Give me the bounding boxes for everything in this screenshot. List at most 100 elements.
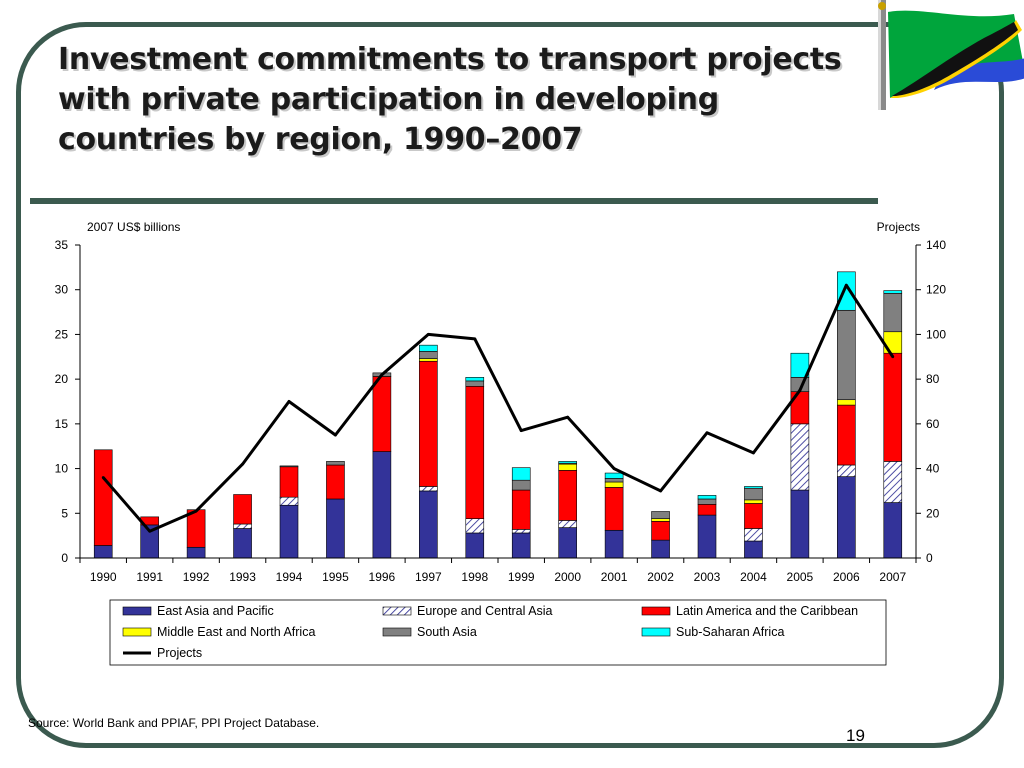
projects-point-1999 — [519, 429, 523, 432]
bar-2005-s0 — [790, 489, 810, 559]
bar-1994-s1 — [279, 496, 299, 506]
bar-2003-s2 — [697, 504, 717, 516]
y-right-tick-label: 140 — [926, 238, 946, 252]
bar-2003-s4 — [697, 498, 717, 505]
bar-1997-s3 — [419, 358, 438, 362]
bar-2004-s5 — [744, 486, 763, 489]
y-axis-right-label: Projects — [877, 220, 920, 234]
bar-1997-s2 — [419, 360, 438, 487]
projects-point-1997 — [426, 333, 430, 336]
bar-1994-s4 — [279, 465, 299, 468]
legend-label: Latin America and the Caribbean — [676, 604, 858, 618]
source-note: Source: World Bank and PPIAF, PPI Projec… — [28, 716, 320, 730]
bar-2007-s3 — [883, 331, 903, 354]
bar-2000-s1 — [558, 520, 577, 528]
x-tick-label: 2000 — [554, 570, 581, 584]
bar-1999-s0 — [511, 532, 531, 559]
legend-label: Middle East and North Africa — [157, 625, 315, 639]
legend-label: Projects — [157, 646, 202, 660]
bar-2003-s5 — [697, 495, 717, 500]
page-number: 19 — [846, 726, 865, 745]
bar-1992-s0 — [186, 546, 206, 559]
bar-1995-s2 — [326, 464, 345, 500]
projects-point-2002 — [659, 489, 662, 493]
bar-1993-s1 — [233, 523, 252, 529]
bar-2004-s2 — [744, 503, 763, 529]
projects-line-layer — [101, 283, 895, 533]
y-right-tick-label: 20 — [926, 506, 940, 520]
projects-point-2000 — [566, 415, 570, 419]
bar-2006-s5 — [837, 271, 856, 311]
bar-2002-s2 — [651, 521, 670, 541]
bar-1999-s2 — [511, 489, 531, 530]
x-tick-label: 1995 — [322, 570, 349, 584]
bar-2001-s5 — [604, 472, 624, 479]
bar-1998-s4 — [465, 380, 485, 387]
bar-2001-s3 — [604, 481, 624, 488]
legend-swatch — [122, 606, 152, 616]
projects-point-2005 — [798, 388, 802, 392]
bar-1998-s1 — [465, 518, 485, 534]
legend-swatch — [641, 627, 671, 637]
bar-2006-s0 — [837, 476, 856, 559]
projects-point-1995 — [334, 433, 337, 437]
bar-2000-s0 — [558, 527, 577, 559]
projects-point-1990 — [101, 476, 105, 479]
projects-point-2006 — [844, 283, 848, 287]
x-tick-label: 1994 — [276, 570, 303, 584]
bar-2003-s0 — [697, 514, 717, 559]
bar-2000-s3 — [558, 463, 577, 471]
bar-1998-s5 — [465, 377, 485, 382]
bar-1993-s0 — [233, 528, 252, 559]
x-tick-label: 2003 — [694, 570, 721, 584]
slide-frame — [16, 22, 1004, 748]
bar-1990-s0 — [93, 545, 113, 559]
bar-1995-s0 — [326, 498, 345, 559]
projects-point-1991 — [148, 529, 152, 533]
bar-1997-s1 — [419, 486, 438, 492]
bar-2004-s1 — [744, 528, 763, 542]
y-left-tick-label: 15 — [55, 417, 69, 431]
bar-1990-s2 — [93, 449, 113, 546]
bars-layer — [93, 271, 903, 559]
x-tick-label: 2007 — [879, 570, 906, 584]
bar-1994-s0 — [279, 504, 299, 559]
bar-2007-s0 — [883, 502, 903, 559]
legend-label: East Asia and Pacific — [157, 604, 274, 618]
x-tick-label: 2006 — [833, 570, 860, 584]
projects-point-1992 — [194, 509, 198, 513]
bar-1997-s5 — [419, 344, 438, 352]
x-tick-label: 1997 — [415, 570, 442, 584]
bar-2006-s3 — [837, 399, 856, 406]
bar-1995-s4 — [326, 461, 345, 466]
bar-2007-s2 — [883, 352, 903, 462]
bar-2002-s0 — [651, 539, 670, 559]
bar-1997-s4 — [419, 351, 438, 359]
projects-point-2003 — [705, 431, 709, 435]
x-tick-label: 1990 — [90, 570, 117, 584]
bar-2007-s5 — [883, 290, 903, 294]
bar-2002-s4 — [651, 511, 670, 519]
y-left-tick-label: 0 — [61, 551, 68, 565]
y-right-tick-label: 100 — [926, 327, 946, 341]
x-tick-label: 1992 — [183, 570, 210, 584]
projects-point-2004 — [752, 451, 755, 455]
legend-swatch — [382, 606, 412, 616]
projects-point-1998 — [473, 337, 477, 341]
slide-title: Investment commitments to transport proj… — [58, 42, 842, 157]
bar-2002-s3 — [651, 518, 670, 522]
bar-1996-s0 — [372, 451, 392, 559]
bar-2007-s4 — [883, 292, 903, 333]
bar-1998-s2 — [465, 385, 485, 519]
bar-2001-s0 — [604, 529, 624, 559]
x-tick-label: 1996 — [369, 570, 396, 584]
tanzania-flag-icon — [878, 0, 1024, 110]
legend-swatch — [641, 606, 671, 616]
x-tick-label: 2005 — [787, 570, 814, 584]
legend-label: Sub-Saharan Africa — [676, 625, 784, 639]
projects-point-2001 — [612, 467, 616, 470]
bar-2001-s2 — [604, 487, 624, 531]
legend-label: Europe and Central Asia — [417, 604, 553, 618]
y-left-tick-label: 5 — [61, 506, 68, 520]
y-axis-left-label: 2007 US$ billions — [87, 220, 180, 234]
